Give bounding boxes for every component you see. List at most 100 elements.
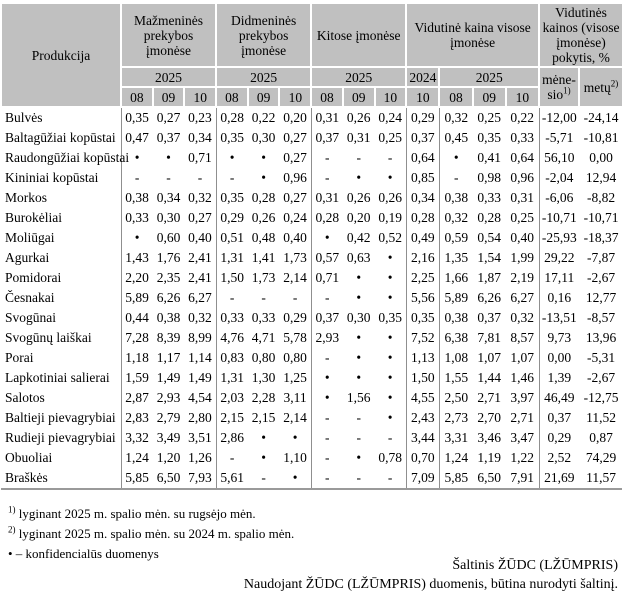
table-row: Burokėliai 0,33 0,30 0,27 0,29 0,26 0,24 0,28 0,… [1, 208, 622, 228]
price-cell: - [310, 168, 343, 188]
price-cell: • [310, 388, 343, 408]
price-cell: - [261, 290, 266, 305]
price-cell: 0,31 [310, 107, 343, 128]
price-cell: 0,38 [156, 310, 181, 325]
price-cell: 2,14 [283, 410, 307, 425]
price-cell: 3,11 [283, 390, 307, 405]
price-cell: 4,76 [215, 328, 248, 348]
price-cell: 29,22 [538, 248, 580, 268]
table-header: Produkcija Mažmeninės prekybos įmonėse D… [0, 2, 622, 108]
col-header-product: Produkcija [0, 2, 122, 108]
price-cell: 6,50 [152, 468, 185, 490]
price-cell: 2,80 [188, 410, 212, 425]
price-cell: 0,59 [438, 228, 473, 248]
month-header: 09 [246, 86, 281, 108]
price-cell: 0,27 [188, 210, 212, 225]
price-cell: 9,73 [538, 328, 580, 348]
price-cell: 7,09 [405, 468, 440, 490]
price-cell: 0,25 [477, 110, 502, 125]
price-cell: 0,38 [438, 188, 473, 208]
price-cell: 0,28 [215, 107, 248, 128]
price-cell: • [387, 410, 393, 425]
product-name: Moliūgai [5, 230, 55, 245]
footnotes: 1) lyginant 2025 m. spalio mėn. su rugsė… [8, 504, 622, 563]
price-cell: - [387, 430, 393, 445]
price-cell: 1,19 [477, 450, 502, 465]
price-cell: 2,43 [405, 408, 440, 428]
price-cell: -12,75 [583, 390, 619, 405]
month-header: 09 [341, 86, 376, 108]
price-cell: • [261, 450, 266, 465]
price-cell: 7,91 [505, 468, 540, 490]
table-row: Rudieji pievagrybiai 3,32 3,49 3,51 2,86 • • - -… [1, 428, 622, 448]
price-cell: - [374, 468, 407, 490]
product-name: Svogūnų laiškai [5, 330, 92, 345]
price-cell: - [310, 288, 343, 308]
price-cell: 0,41 [477, 150, 502, 165]
price-cell: - [310, 408, 343, 428]
price-cell: 0,24 [283, 210, 307, 225]
price-cell: -7,87 [586, 250, 616, 265]
table-row: Porai 1,18 1,17 1,14 0,83 0,80 0,80- • • 1,13 1,08… [1, 348, 622, 368]
price-cell: • [356, 270, 362, 285]
price-cell: 1,73 [251, 270, 276, 285]
price-cell: 3,44 [405, 428, 440, 448]
price-cell: 0,85 [405, 168, 440, 188]
product-name: Burokėliai [5, 210, 62, 225]
price-cell: - [356, 150, 361, 165]
price-cell: 0,32 [510, 310, 534, 325]
price-cell: - [215, 168, 248, 188]
price-cell: -18,37 [583, 230, 619, 245]
price-cell: 0,28 [310, 208, 343, 228]
price-cell: • [120, 228, 153, 248]
price-cell: 1,44 [477, 370, 502, 385]
price-cell: 1,56 [346, 390, 371, 405]
price-cell: 5,89 [438, 288, 473, 308]
price-cell: 2,19 [510, 270, 534, 285]
group-header-other: Kitose įmonėse [310, 2, 408, 68]
price-cell: • [387, 370, 393, 385]
group-header-wholesale: Didmeninės prekybos įmonėse [215, 2, 313, 68]
price-cell: 0,38 [438, 308, 473, 328]
price-cell: 3,32 [120, 428, 153, 448]
price-cell: 8,39 [156, 330, 181, 345]
price-cell: 0,57 [310, 248, 343, 268]
price-cell: 0,80 [283, 350, 307, 365]
price-cell: • [356, 450, 362, 465]
price-cell: - [215, 288, 248, 308]
price-cell: - [438, 168, 473, 188]
price-cell: 1,66 [438, 268, 473, 288]
price-cell: • [438, 148, 473, 168]
price-cell: • [310, 368, 343, 388]
price-cell: 2,20 [120, 268, 153, 288]
price-cell: - [356, 430, 361, 445]
price-cell: 0,42 [346, 230, 371, 245]
price-cell: 2,93 [310, 328, 343, 348]
price-cell: 2,41 [188, 270, 212, 285]
price-cell: - [387, 150, 393, 165]
price-cell: • [387, 170, 393, 185]
price-cell: 0,35 [120, 107, 153, 128]
price-cell: 2,71 [477, 390, 502, 405]
price-cell: -2,67 [586, 370, 616, 385]
price-cell: • [387, 250, 393, 265]
price-cell: 2,93 [156, 390, 181, 405]
product-name: Agurkai [5, 250, 50, 265]
price-cell: 1,20 [156, 450, 181, 465]
price-cell: 0,54 [477, 230, 502, 245]
product-name: Pomidorai [5, 270, 62, 285]
price-cell: 1,31 [215, 248, 248, 268]
price-cell: 0,96 [283, 170, 307, 185]
price-cell: 2,03 [215, 388, 248, 408]
price-cell: 0,45 [438, 128, 473, 148]
price-cell: 12,94 [585, 170, 617, 185]
price-cell: 0,70 [405, 448, 440, 468]
product-name: Morkos [5, 190, 48, 205]
price-cell: 1,43 [120, 248, 153, 268]
price-cell: 0,33 [477, 190, 502, 205]
price-cell: -12,00 [538, 107, 580, 128]
price-cell: 2,15 [215, 408, 248, 428]
price-cell: 1,30 [251, 370, 276, 385]
price-cell: - [310, 448, 343, 468]
price-cell: 0,98 [477, 170, 502, 185]
